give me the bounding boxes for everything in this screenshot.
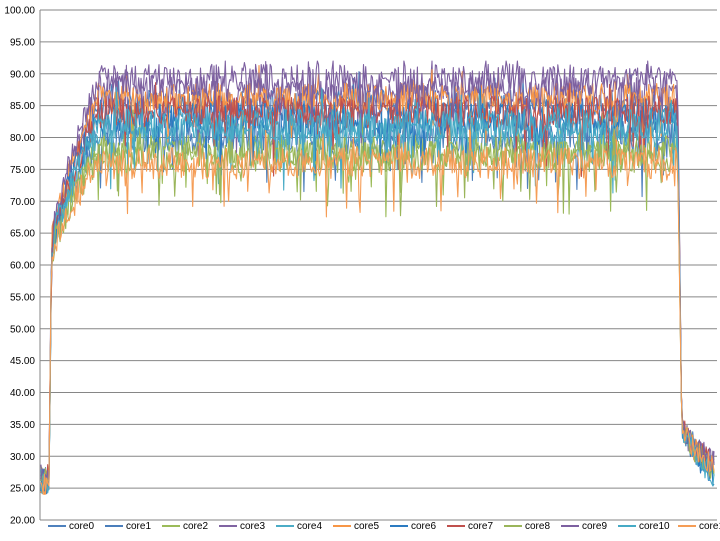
y-tick-label: 85.00 bbox=[10, 101, 35, 112]
legend-label-core9: core9 bbox=[582, 521, 607, 532]
legend-label-core5: core5 bbox=[354, 521, 379, 532]
legend-label-core1: core1 bbox=[126, 521, 151, 532]
legend-label-core11: core11 bbox=[699, 521, 720, 532]
legend-label-core4: core4 bbox=[297, 521, 322, 532]
legend-label-core2: core2 bbox=[183, 521, 208, 532]
y-tick-label: 50.00 bbox=[10, 324, 35, 335]
series-line-core9 bbox=[40, 60, 715, 481]
y-tick-label: 70.00 bbox=[10, 197, 35, 208]
y-tick-label: 30.00 bbox=[10, 452, 35, 463]
series-line-core8 bbox=[40, 117, 715, 482]
y-tick-label: 75.00 bbox=[10, 165, 35, 176]
y-tick-label: 35.00 bbox=[10, 420, 35, 431]
series-line-core7 bbox=[40, 79, 715, 488]
y-tick-label: 90.00 bbox=[10, 69, 35, 80]
series-lines bbox=[40, 60, 715, 495]
y-tick-label: 45.00 bbox=[10, 356, 35, 367]
y-tick-label: 60.00 bbox=[10, 261, 35, 272]
series-line-core10 bbox=[40, 86, 715, 495]
legend-label-core0: core0 bbox=[69, 521, 94, 532]
y-tick-label: 25.00 bbox=[10, 484, 35, 495]
y-tick-label: 100.00 bbox=[4, 6, 35, 17]
y-tick-label: 65.00 bbox=[10, 229, 35, 240]
legend-label-core6: core6 bbox=[411, 521, 436, 532]
legend-label-core10: core10 bbox=[639, 521, 670, 532]
series-line-core11 bbox=[40, 126, 715, 495]
series-line-core5 bbox=[40, 64, 715, 495]
legend: core0 core1 core2 core3 core4 core5 core6 core7… bbox=[48, 521, 720, 532]
legend-label-core7: core7 bbox=[468, 521, 493, 532]
y-tick-label: 95.00 bbox=[10, 37, 35, 48]
y-axis-tick-labels: 20.00 25.00 30.00 35.00 40.00 45.00 50.00 55.00… bbox=[4, 6, 35, 527]
legend-label-core3: core3 bbox=[240, 521, 265, 532]
series-line-core4 bbox=[40, 93, 715, 490]
y-tick-label: 80.00 bbox=[10, 133, 35, 144]
y-tick-label: 20.00 bbox=[10, 516, 35, 527]
legend-label-core8: core8 bbox=[525, 521, 550, 532]
y-tick-label: 40.00 bbox=[10, 388, 35, 399]
y-tick-label: 55.00 bbox=[10, 292, 35, 303]
